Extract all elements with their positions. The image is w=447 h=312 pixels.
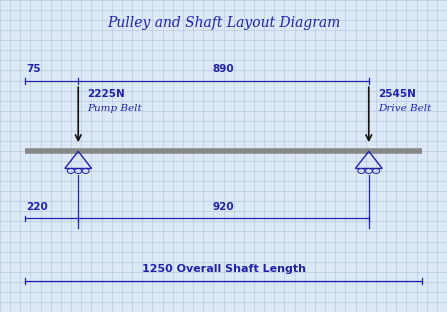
Text: 890: 890 — [213, 64, 234, 74]
Text: Drive Belt: Drive Belt — [378, 104, 431, 113]
Text: Pump Belt: Pump Belt — [87, 104, 142, 113]
Text: Pulley and Shaft Layout Diagram: Pulley and Shaft Layout Diagram — [107, 17, 340, 30]
Text: 920: 920 — [213, 202, 234, 212]
Text: 2225N: 2225N — [87, 89, 125, 99]
Text: 220: 220 — [26, 202, 48, 212]
Text: 75: 75 — [26, 64, 41, 74]
Text: 1250 Overall Shaft Length: 1250 Overall Shaft Length — [142, 264, 305, 274]
Text: 2545N: 2545N — [378, 89, 416, 99]
